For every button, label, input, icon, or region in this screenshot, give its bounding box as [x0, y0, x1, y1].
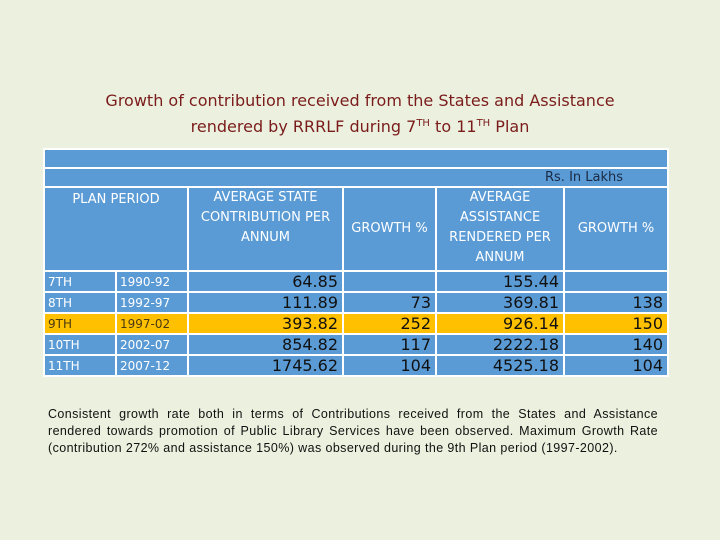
- table-row: 7TH 1990-92 64.85 155.44: [43, 270, 670, 293]
- cell-assistance: 926.14: [435, 312, 565, 335]
- cell-years: 1997-02: [115, 312, 189, 335]
- table-header-row: PLAN PERIOD AVERAGE STATE CONTRIBUTION P…: [43, 186, 670, 272]
- cell-assistance: 155.44: [435, 270, 565, 293]
- cell-growth-2: 140: [562, 333, 670, 356]
- cell-state: 393.82: [187, 312, 344, 335]
- slide-title: Growth of contribution received from the…: [20, 88, 700, 140]
- growth-table: Rs. In Lakhs PLAN PERIOD AVERAGE STATE C…: [42, 148, 670, 377]
- table-row: 10TH 2002-07 854.82 117 2222.18 140: [43, 333, 670, 356]
- header-growth-2: GROWTH %: [562, 186, 670, 272]
- cell-assistance: 369.81: [435, 291, 565, 314]
- title-line-2-mid: to 11: [429, 117, 477, 136]
- cell-growth-1: [342, 270, 437, 293]
- cell-plan: 8TH: [43, 291, 117, 314]
- cell-years: 2002-07: [115, 333, 189, 356]
- cell-state: 854.82: [187, 333, 344, 356]
- cell-growth-1: 104: [342, 354, 437, 377]
- cell-plan: 10TH: [43, 333, 117, 356]
- data-table-container: Rs. In Lakhs PLAN PERIOD AVERAGE STATE C…: [42, 148, 670, 377]
- cell-growth-1: 252: [342, 312, 437, 335]
- table-row-highlighted: 9TH 1997-02 393.82 252 926.14 150: [43, 312, 670, 335]
- cell-growth-1: 117: [342, 333, 437, 356]
- table-top-band: [42, 148, 670, 169]
- cell-growth-1: 73: [342, 291, 437, 314]
- cell-plan: 11TH: [43, 354, 117, 377]
- cell-plan: 9TH: [43, 312, 117, 335]
- cell-growth-2: [562, 270, 670, 293]
- cell-growth-2: 150: [562, 312, 670, 335]
- title-line-1: Growth of contribution received from the…: [105, 91, 615, 110]
- table-row: 11TH 2007-12 1745.62 104 4525.18 104: [43, 354, 670, 377]
- title-line-2-prefix: rendered by RRRLF during 7: [190, 117, 417, 136]
- cell-assistance: 2222.18: [435, 333, 565, 356]
- cell-state: 1745.62: [187, 354, 344, 377]
- title-line-2-suffix: Plan: [490, 117, 530, 136]
- title-sup-1: TH: [416, 118, 430, 129]
- title-line-2: rendered by RRRLF during 7TH to 11TH Pla…: [20, 114, 700, 140]
- summary-paragraph: Consistent growth rate both in terms of …: [48, 407, 658, 455]
- title-sup-2: TH: [476, 118, 491, 129]
- cell-growth-2: 138: [562, 291, 670, 314]
- cell-growth-2: 104: [562, 354, 670, 377]
- cell-state: 111.89: [187, 291, 344, 314]
- cell-years: 2007-12: [115, 354, 189, 377]
- header-avg-assistance: AVERAGE ASSISTANCE RENDERED PER ANNUM: [435, 186, 565, 272]
- header-growth-1: GROWTH %: [342, 186, 437, 272]
- cell-years: 1990-92: [115, 270, 189, 293]
- table-units-row: Rs. In Lakhs: [42, 167, 670, 188]
- header-plan-period: PLAN PERIOD: [43, 186, 189, 272]
- header-avg-state: AVERAGE STATE CONTRIBUTION PER ANNUM: [187, 186, 344, 272]
- cell-state: 64.85: [187, 270, 344, 293]
- units-label: Rs. In Lakhs: [42, 167, 670, 188]
- cell-years: 1992-97: [115, 291, 189, 314]
- table-row: 8TH 1992-97 111.89 73 369.81 138: [43, 291, 670, 314]
- cell-plan: 7TH: [43, 270, 117, 293]
- cell-assistance: 4525.18: [435, 354, 565, 377]
